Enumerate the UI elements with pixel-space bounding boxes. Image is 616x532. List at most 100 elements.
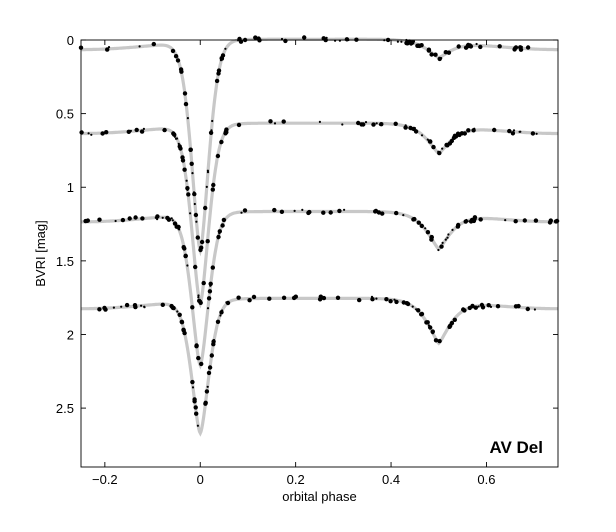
data-point (140, 216, 145, 221)
data-point (155, 214, 160, 219)
data-point (253, 35, 258, 40)
data-point (375, 122, 378, 125)
data-point (205, 239, 210, 244)
data-point (325, 36, 328, 39)
data-point (433, 52, 438, 57)
data-point (206, 385, 209, 388)
data-point (193, 405, 198, 410)
data-point (497, 44, 502, 49)
data-point (417, 43, 422, 49)
data-point (236, 122, 242, 128)
data-point (427, 139, 433, 144)
data-point (186, 188, 189, 191)
data-point (459, 131, 465, 136)
data-point (87, 132, 90, 135)
data-point (279, 209, 285, 214)
data-point (203, 205, 208, 211)
data-point (447, 326, 450, 329)
data-point (364, 121, 368, 124)
data-point (219, 56, 225, 61)
data-point (321, 210, 326, 215)
data-point (533, 218, 539, 223)
data-point (166, 217, 172, 222)
data-point (281, 295, 287, 300)
data-point (318, 120, 321, 123)
data-point (120, 305, 123, 308)
data-point (186, 192, 191, 197)
data-point (223, 131, 228, 136)
data-point (388, 299, 393, 304)
data-point (120, 217, 126, 223)
data-point (444, 142, 449, 148)
data-point (100, 131, 105, 136)
data-point (205, 185, 208, 188)
data-point (447, 233, 450, 236)
data-point (191, 386, 195, 389)
star-name-label: AV Del (489, 438, 543, 457)
data-point (343, 208, 346, 211)
data-point (467, 305, 472, 311)
data-point (182, 246, 187, 251)
data-point (114, 219, 117, 223)
data-point (405, 126, 408, 129)
data-point (210, 187, 215, 192)
data-point (196, 424, 199, 427)
data-point (449, 320, 455, 326)
data-point (215, 319, 221, 324)
data-point (522, 218, 527, 223)
data-point (206, 296, 212, 301)
data-point (412, 216, 417, 222)
data-point (192, 191, 196, 194)
data-point (337, 208, 342, 214)
data-point (379, 122, 384, 127)
data-point (142, 127, 145, 130)
data-point (199, 239, 205, 245)
data-point (380, 211, 385, 216)
data-point (224, 47, 227, 50)
data-point (429, 52, 434, 57)
data-point (175, 137, 179, 140)
data-point (416, 220, 421, 225)
observed-points-4 (97, 294, 537, 427)
data-point (242, 208, 248, 213)
data-point (430, 329, 435, 334)
data-point (198, 247, 203, 253)
data-point (171, 305, 176, 311)
data-point (441, 241, 444, 244)
data-point (512, 129, 516, 132)
y-tick-label: 1.5 (56, 254, 74, 269)
data-point (473, 305, 478, 310)
data-point (193, 264, 198, 270)
data-point (208, 130, 214, 135)
data-point (440, 57, 443, 60)
data-point (513, 304, 519, 309)
data-point (90, 133, 93, 136)
data-point (240, 211, 243, 214)
data-point (132, 303, 138, 308)
data-point (302, 35, 307, 40)
data-point (221, 217, 227, 223)
data-point (419, 223, 424, 229)
data-point (197, 296, 200, 299)
data-point (225, 301, 228, 304)
data-point (437, 248, 440, 252)
data-point (104, 130, 109, 135)
y-axis-ticks: 0 0.5 1 1.5 2 2.5 (56, 33, 558, 416)
data-point (400, 40, 403, 43)
data-point (170, 48, 176, 54)
data-point (478, 44, 483, 50)
data-point (176, 310, 179, 313)
data-point (408, 41, 414, 46)
x-tick-label: 0.2 (287, 472, 305, 487)
data-point (419, 312, 424, 317)
y-tick-label: 1 (67, 180, 74, 195)
data-point (416, 308, 421, 313)
data-point (535, 132, 538, 135)
data-point (463, 219, 468, 224)
data-point (107, 46, 111, 49)
observed-points-2 (79, 119, 538, 305)
model-curve-2 (81, 121, 558, 309)
data-point (172, 221, 178, 226)
data-point (548, 218, 553, 223)
